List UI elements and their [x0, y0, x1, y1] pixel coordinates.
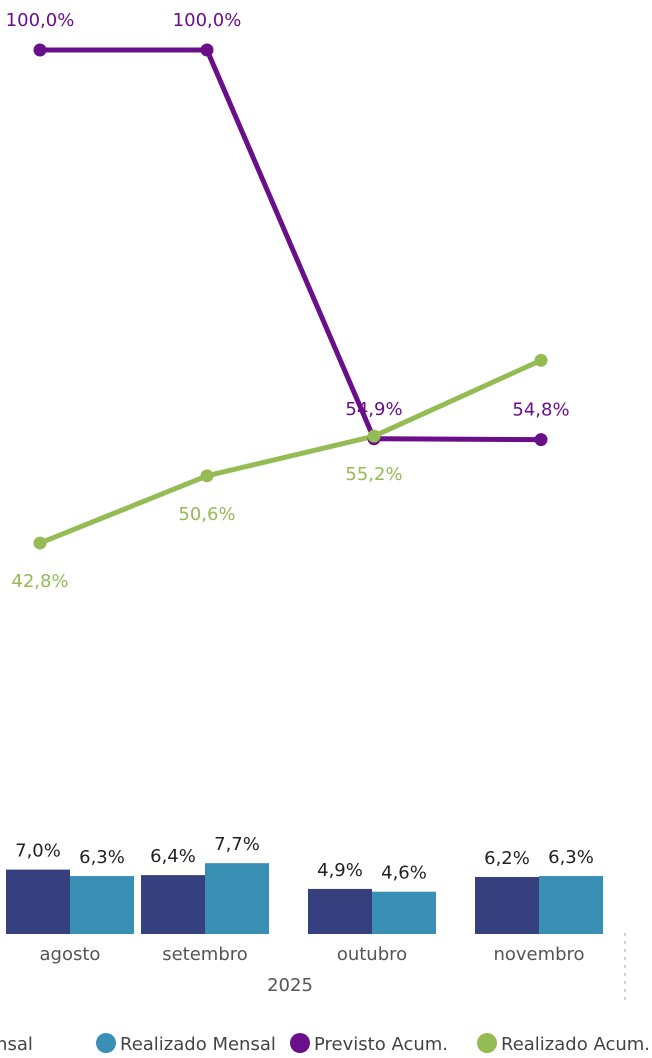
- previsto-acum-label-0: 100,0%: [6, 10, 75, 31]
- previsto-acum-label-3: 54,8%: [512, 400, 569, 421]
- realizado-acum-legend-label[interactable]: Realizado Acum.: [501, 1034, 650, 1055]
- previsto-acum-label-1: 100,0%: [173, 10, 242, 31]
- realizado-acum-point-0[interactable]: [33, 536, 47, 550]
- previsto-acum-legend-marker[interactable]: [290, 1033, 310, 1053]
- previsto-acum-point-3[interactable]: [534, 433, 548, 447]
- previsto-mensal-legend-label[interactable]: Previsto Mensal: [0, 1034, 33, 1055]
- realizado-acum-label-2: 55,2%: [345, 464, 402, 485]
- realizado-mensal-bar-4[interactable]: [539, 876, 603, 934]
- previsto-mensal-bar-4[interactable]: [475, 876, 539, 934]
- x-axis-group-label: 2025: [267, 975, 313, 996]
- legend: Previsto Mensal Realizado Mensal Previsto …: [0, 1033, 650, 1055]
- realizado-mensal-bar-label-4: 6,3%: [548, 847, 594, 868]
- realizado-acum-legend-marker[interactable]: [477, 1033, 497, 1053]
- realizado-mensal-bar-1[interactable]: [70, 876, 134, 934]
- realizado-acum-point-2[interactable]: [367, 429, 381, 443]
- previsto-mensal-bar-label-1: 7,0%: [15, 841, 61, 862]
- realizado-acum-label-0: 42,8%: [11, 571, 68, 592]
- previsto-acum-point-0[interactable]: [33, 43, 47, 57]
- previsto-mensal-bar-label-4: 6,2%: [484, 848, 530, 869]
- previsto-mensal-bar-3[interactable]: [308, 888, 372, 934]
- realizado-acum-point-1[interactable]: [200, 469, 214, 483]
- realizado-acum-point-3[interactable]: [534, 353, 548, 367]
- realizado-acum-label-1: 50,6%: [178, 504, 235, 525]
- x-tick-label-4: novembro: [493, 944, 584, 965]
- realizado-mensal-bar-2[interactable]: [205, 863, 269, 934]
- realizado-mensal-legend-label[interactable]: Realizado Mensal: [120, 1034, 276, 1055]
- previsto-acum-legend-label[interactable]: Previsto Acum.: [314, 1034, 448, 1055]
- previsto-acum-point-1[interactable]: [200, 43, 214, 57]
- previsto-mensal-bar-1[interactable]: [6, 869, 70, 934]
- previsto-mensal-bar-2[interactable]: [141, 875, 205, 934]
- previsto-mensal-bar-label-2: 6,4%: [150, 846, 196, 867]
- x-tick-label-3: outubro: [337, 944, 407, 965]
- realizado-mensal-bar-label-1: 6,3%: [79, 847, 125, 868]
- realizado-mensal-legend-marker[interactable]: [96, 1033, 116, 1053]
- previsto-mensal-bar-label-3: 4,9%: [317, 860, 363, 881]
- x-tick-label-1: agosto: [40, 944, 101, 965]
- previsto-acum-line: [40, 47, 542, 443]
- realizado-mensal-bar-label-3: 4,6%: [381, 863, 427, 884]
- realizado-acum-line: [39, 358, 543, 546]
- previsto-acum-label-2: 54,9%: [345, 399, 402, 420]
- x-tick-label-2: setembro: [162, 944, 248, 965]
- realizado-mensal-bar-label-2: 7,7%: [214, 834, 260, 855]
- realizado-mensal-bar-3[interactable]: [372, 891, 436, 934]
